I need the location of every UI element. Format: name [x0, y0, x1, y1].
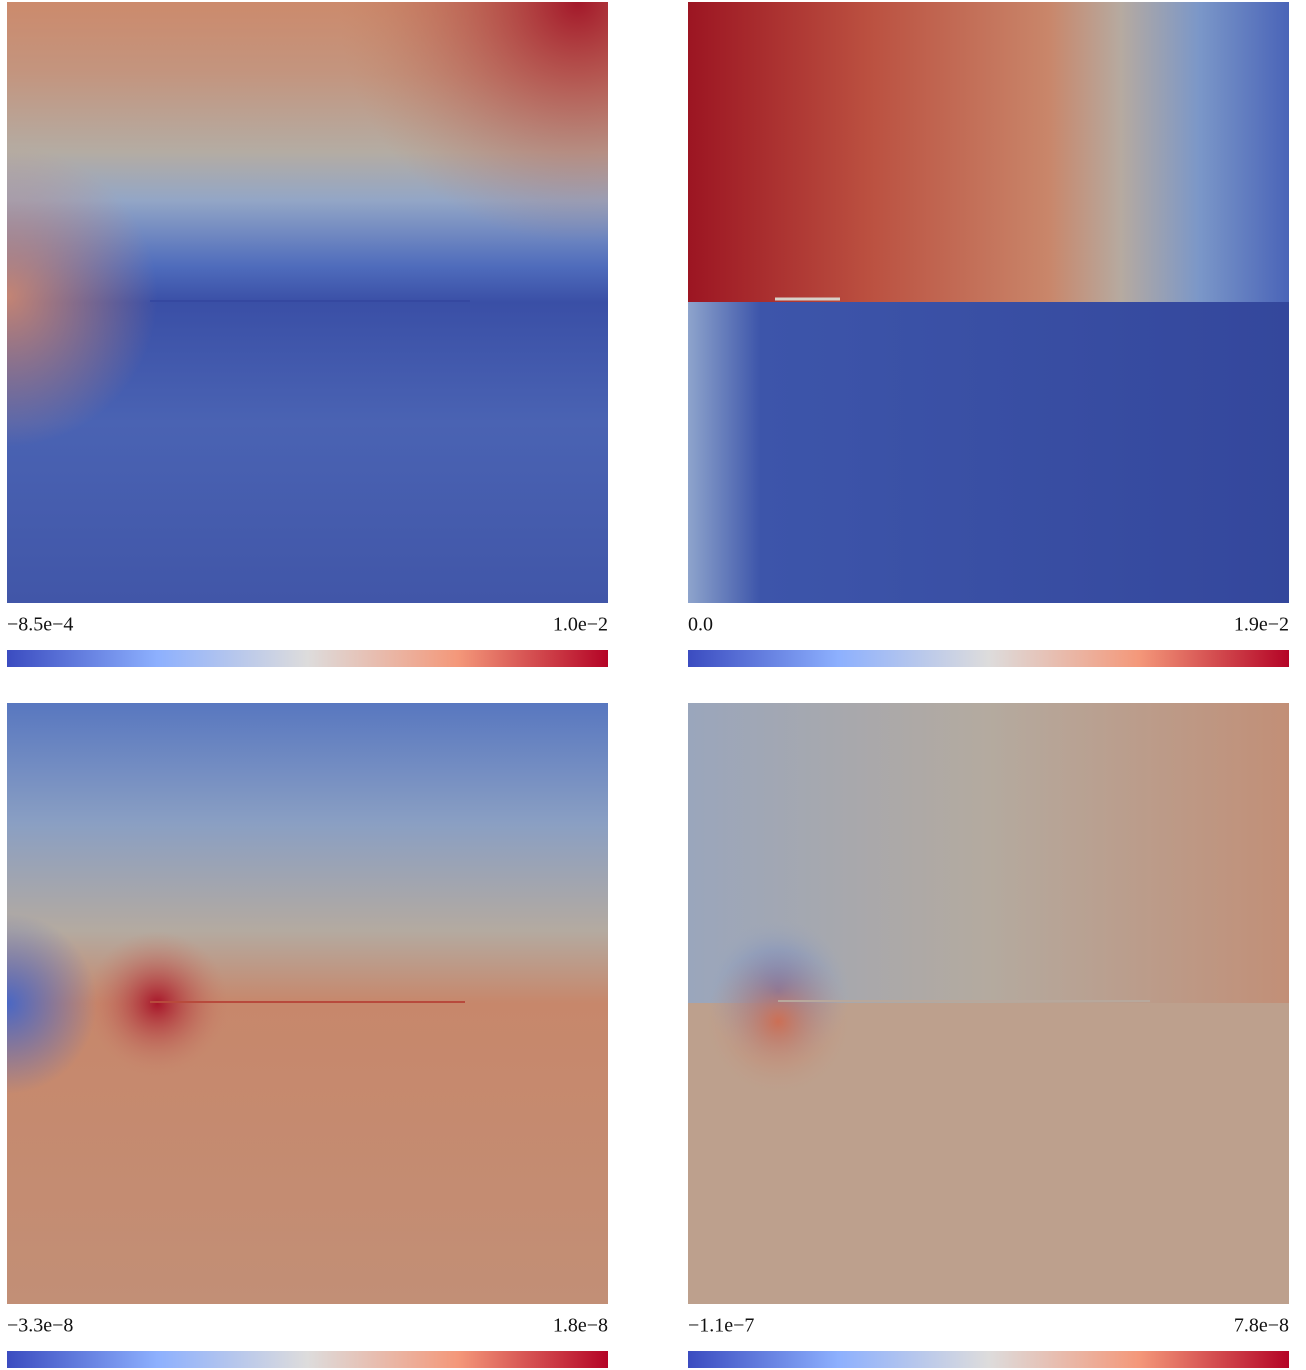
- max-label: 1.8e−8: [553, 1315, 608, 1337]
- min-label: 0.0: [688, 614, 713, 636]
- max-label: 1.0e−2: [553, 614, 608, 636]
- field-overlay: [7, 703, 608, 1304]
- field-overlay: [688, 703, 1289, 1304]
- field: [688, 302, 1289, 603]
- min-label: −1.1e−7: [688, 1315, 754, 1337]
- colorbar: [7, 650, 608, 667]
- colorbar: [688, 650, 1289, 667]
- panel: −1.1e−7 7.8e−8: [688, 703, 1289, 1368]
- min-label: −3.3e−8: [7, 1315, 73, 1337]
- field: [688, 2, 1289, 302]
- colorbar: [7, 1351, 608, 1368]
- figure: −8.5e−4 1.0e−2 0.0 1.9e−2 −3.3e−8 1.8e−8…: [0, 0, 1306, 1370]
- colorbar: [688, 1351, 1289, 1368]
- max-label: 7.8e−8: [1234, 1315, 1289, 1337]
- max-label: 1.9e−2: [1234, 614, 1289, 636]
- field-overlay: [7, 2, 608, 603]
- min-label: −8.5e−4: [7, 614, 73, 636]
- panel: −8.5e−4 1.0e−2: [7, 2, 608, 667]
- panel: −3.3e−8 1.8e−8: [7, 703, 608, 1368]
- panel: 0.0 1.9e−2: [688, 2, 1289, 667]
